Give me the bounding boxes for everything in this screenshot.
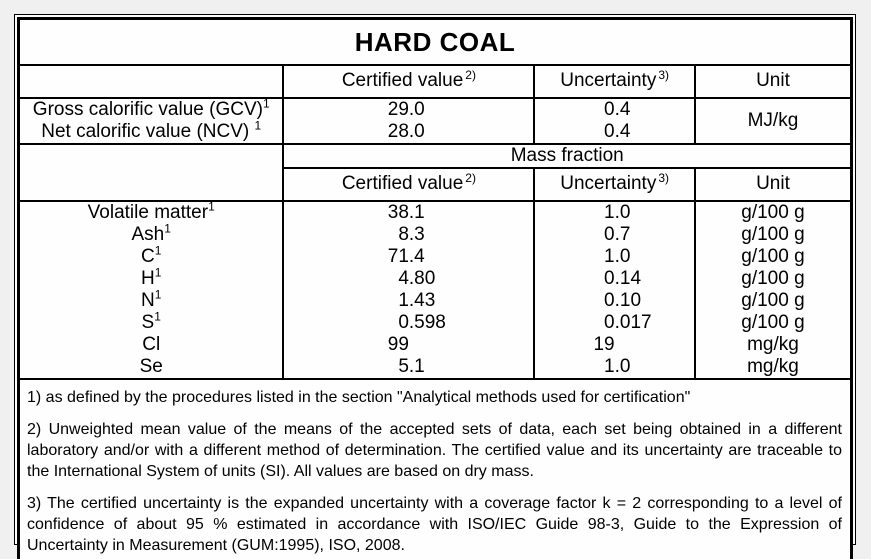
footnote-1-marker: 1 (154, 267, 162, 280)
row-label-ncv: Net calorific value (NCV) 1 (18, 120, 284, 145)
uncertainty-cell: 1.0 (533, 200, 695, 224)
ncv-uncertainty: 0.4 (533, 120, 695, 145)
footnote-1-marker: 1 (154, 245, 162, 258)
page-title: HARD COAL (18, 18, 852, 66)
unit-cell: g/100 g (693, 267, 852, 290)
certified-value-cell: 4.80 (282, 267, 535, 290)
table-row-selenium: Se 5.1 1.0 mg/kg (18, 355, 852, 380)
footnote-2-marker: 2) (465, 170, 476, 185)
unit-cell: g/100 g (693, 245, 852, 268)
certificate-table-frame: HARD COAL Certified value 2) Uncertainty 3… (14, 14, 856, 559)
top-header-certified-value: Certified value 2) (282, 64, 535, 99)
row-label-gcv: Gross calorific value (GCV)1 (32, 97, 270, 120)
row-label: S1 (19, 312, 284, 334)
footnote-1-marker: 1 (164, 223, 171, 236)
footnote-1-marker: 1 (262, 97, 270, 111)
unit-cell: mg/kg (693, 355, 852, 380)
gcv-row: Gross calorific value (GCV)1 29.0 0.4 MJ… (19, 97, 852, 145)
footnote-3-marker: 3) (658, 67, 670, 82)
certified-value-cell: 38.1 (282, 200, 535, 224)
certified-value-cell: 99 (282, 333, 535, 356)
row-label: Se (18, 355, 284, 380)
footnote-1-marker: 1 (208, 200, 215, 214)
gcv-certified-value: 29.0 (282, 97, 535, 121)
footnote-2-marker: 2) (465, 67, 476, 82)
row-label: Ash1 (19, 224, 284, 246)
footnote-2: 2) Unweighted mean value of the means of… (27, 420, 842, 480)
unit-cell: g/100 g (693, 289, 852, 312)
footnote-3: 3) The certified uncertainty is the expa… (27, 494, 842, 554)
row-label: C1 (19, 246, 284, 268)
row-label: N1 (19, 290, 284, 312)
gcv-uncertainty: 0.4 (533, 97, 695, 121)
certified-value-cell: 1.43 (282, 289, 535, 312)
table-row-ash: Ash1 8.3 0.7 g/100 g (19, 223, 852, 246)
unit-cell: g/100 g (693, 223, 852, 246)
top-header-row: Certified value 2) Uncertainty 3) Unit (18, 64, 852, 99)
unit-cell: mg/kg (693, 333, 852, 356)
footnotes-row: 1) as defined by the procedures listed i… (19, 379, 852, 559)
calorific-unit-cell: MJ/kg (693, 97, 852, 145)
uncertainty-cell: 0.10 (533, 289, 695, 312)
certified-value-cell: 0.598 (282, 311, 535, 334)
ncv-row: Net calorific value (NCV) 1 28.0 0.4 (18, 120, 852, 145)
mf-header-uncertainty: Uncertainty 3) (533, 167, 695, 202)
certified-value-cell: 5.1 (282, 355, 535, 380)
top-header-unit: Unit (693, 64, 852, 99)
uncertainty-cell: 0.017 (533, 311, 695, 334)
row-label: Volatile matter1 (87, 200, 215, 223)
mass-fraction-row: Mass fraction (18, 143, 852, 202)
title-row: HARD COAL (18, 18, 852, 66)
table-row-hydrogen: H1 4.80 0.14 g/100 g (19, 267, 852, 290)
top-header-empty-cell (18, 64, 284, 99)
row-label: H1 (19, 268, 284, 290)
mass-fraction-label: Mass fraction (282, 143, 852, 169)
table-row-volatile-matter: Volatile matter1 38.1 1.0 g/100 g (19, 200, 852, 224)
footnote-3-marker: 3) (658, 170, 670, 185)
certificate-table: HARD COAL Certified value 2) Uncertainty 3… (17, 17, 853, 559)
uncertainty-cell: 19 (533, 333, 695, 356)
footnote-1: 1) as defined by the procedures listed i… (27, 388, 691, 406)
unit-cell: g/100 g (693, 311, 852, 334)
certified-value-cell: 71.4 (282, 245, 535, 268)
certified-value-cell: 8.3 (282, 223, 535, 246)
table-row-nitrogen: N1 1.43 0.10 g/100 g (19, 289, 852, 312)
table-row-chlorine: Cl 99 19 mg/kg (19, 333, 852, 356)
uncertainty-cell: 0.7 (533, 223, 695, 246)
unit-cell: g/100 g (693, 200, 852, 224)
row-label: Cl (142, 333, 161, 355)
top-header-uncertainty: Uncertainty 3) (533, 64, 695, 99)
footnote-1-marker: 1 (254, 120, 262, 133)
mass-fraction-empty-cell (18, 143, 284, 202)
mass-fraction-header-row: Certified value 2) Uncertainty 3) Unit (19, 167, 852, 202)
uncertainty-cell: 0.14 (533, 267, 695, 290)
table-row-sulfur: S1 0.598 0.017 g/100 g (19, 311, 852, 334)
footnote-1-marker: 1 (154, 311, 161, 324)
footnote-1-marker: 1 (154, 289, 162, 302)
mf-header-certified-value: Certified value 2) (282, 167, 535, 202)
table-row-carbon: C1 71.4 1.0 g/100 g (19, 245, 852, 268)
footnotes-cell: 1) as defined by the procedures listed i… (19, 379, 852, 559)
uncertainty-cell: 1.0 (533, 355, 695, 380)
mf-header-unit: Unit (693, 167, 852, 202)
ncv-certified-value: 28.0 (282, 120, 535, 145)
uncertainty-cell: 1.0 (533, 245, 695, 268)
